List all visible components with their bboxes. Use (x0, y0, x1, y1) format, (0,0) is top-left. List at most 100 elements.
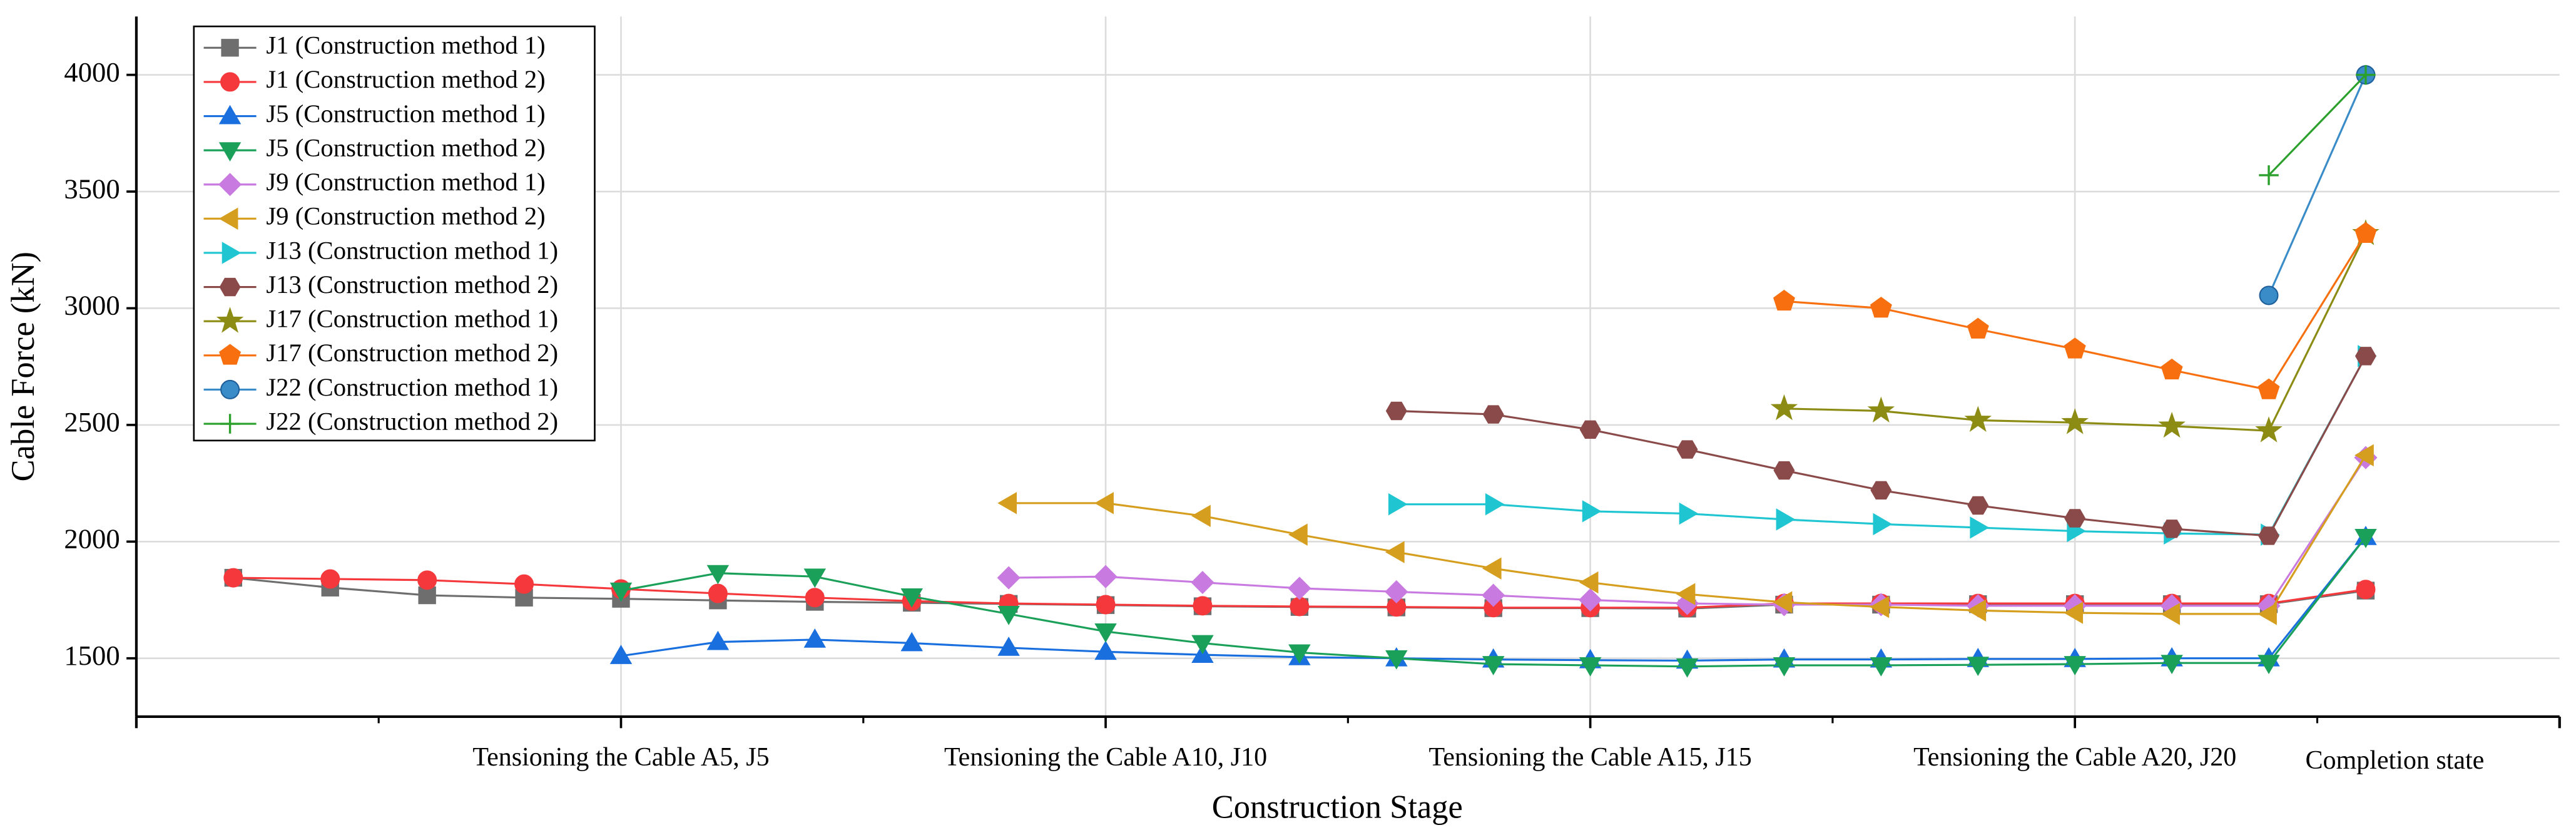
marker (2258, 526, 2279, 545)
x-axis-label: Construction Stage (1212, 789, 1463, 826)
legend-label: J1 (Construction method 2) (266, 65, 545, 93)
marker (1579, 588, 1602, 612)
marker (1191, 570, 1214, 595)
marker (1867, 396, 1895, 423)
marker (1870, 297, 1892, 318)
legend-label: J22 (Construction method 2) (266, 407, 558, 435)
legend-label: J1 (Construction method 1) (266, 31, 545, 59)
marker (706, 565, 730, 585)
legend-label: J5 (Construction method 2) (266, 133, 545, 161)
y-axis-label: Cable Force (kN) (5, 252, 41, 481)
legend-label: J5 (Construction method 1) (266, 100, 545, 128)
x-tick-label: Tensioning the Cable A15, J15 (1429, 743, 1752, 772)
x-tick-label: Tensioning the Cable A5, J5 (472, 743, 769, 772)
y-tick-label: 3000 (64, 290, 120, 321)
marker (1676, 658, 1699, 678)
marker (1967, 317, 1989, 339)
marker (1191, 635, 1214, 655)
marker (1579, 657, 1602, 677)
marker (609, 582, 633, 602)
marker (997, 606, 1020, 625)
y-tick-label: 2500 (64, 406, 120, 438)
marker (2259, 285, 2279, 305)
marker (1385, 541, 1405, 563)
marker (2255, 416, 2283, 443)
legend-label: J17 (Construction method 1) (266, 305, 558, 333)
marker (1482, 405, 1504, 424)
marker (218, 105, 242, 125)
marker (1094, 640, 1117, 660)
marker (1676, 440, 1698, 459)
marker (1094, 492, 1114, 515)
series-line (2268, 74, 2367, 296)
legend-label: J9 (Construction method 2) (266, 202, 545, 230)
marker (1773, 657, 1796, 677)
legend: J1 (Construction method 1) J1 (Constructi… (193, 25, 596, 442)
marker (218, 207, 238, 230)
marker (218, 142, 242, 161)
marker (221, 242, 242, 264)
marker (609, 645, 633, 664)
marker (2064, 656, 2086, 675)
marker (2355, 347, 2376, 366)
y-tick-label: 1500 (64, 640, 120, 671)
marker (1288, 576, 1311, 600)
marker (218, 173, 242, 197)
marker (803, 568, 827, 588)
marker (708, 583, 728, 603)
marker (1870, 481, 1892, 499)
legend-box (193, 25, 596, 442)
marker (221, 39, 239, 57)
marker (1970, 516, 1990, 539)
marker (417, 570, 437, 590)
marker (2161, 603, 2180, 625)
marker (997, 637, 1020, 656)
marker (1385, 650, 1408, 670)
marker (219, 344, 242, 365)
x-tick-label: Tensioning the Cable A20, J20 (1913, 743, 2236, 772)
marker (2259, 165, 2279, 185)
y-tick-label: 2000 (64, 523, 120, 555)
legend-label: J17 (Construction method 2) (266, 339, 558, 367)
marker (220, 72, 240, 92)
legend-label: J13 (Construction method 1) (266, 236, 558, 264)
marker (1870, 657, 1893, 677)
marker (805, 588, 825, 608)
marker (2355, 528, 2377, 548)
marker (514, 574, 534, 594)
marker (2356, 64, 2376, 85)
marker (1582, 500, 1602, 523)
marker (220, 414, 240, 434)
marker (2258, 655, 2280, 675)
marker (1579, 571, 1599, 594)
marker (2258, 603, 2277, 625)
marker (1964, 406, 1992, 432)
marker (997, 492, 1017, 515)
marker (1482, 656, 1505, 675)
marker (1967, 496, 1989, 515)
marker (1770, 394, 1798, 421)
marker (1579, 420, 1601, 439)
marker (1773, 461, 1795, 480)
marker (997, 566, 1021, 590)
marker (1873, 513, 1893, 536)
marker (1385, 401, 1407, 421)
marker (900, 588, 923, 608)
marker (2355, 222, 2377, 243)
marker (1773, 591, 1793, 613)
marker (1482, 557, 1502, 580)
marker (1967, 657, 1989, 677)
marker (219, 277, 241, 297)
series-line (1396, 356, 2367, 536)
marker (2061, 408, 2089, 434)
marker (2161, 358, 2183, 380)
marker (706, 630, 730, 650)
marker (216, 307, 244, 333)
marker (2355, 444, 2374, 467)
series-line (2268, 74, 2367, 177)
marker (2064, 602, 2084, 624)
marker (2161, 655, 2183, 675)
marker (1676, 583, 1696, 605)
marker (2356, 580, 2376, 600)
